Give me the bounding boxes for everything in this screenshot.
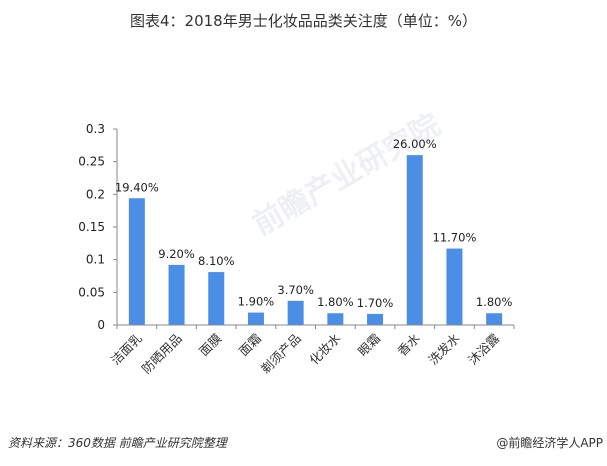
data-label: 1.70% bbox=[357, 296, 394, 310]
x-tick-label: 面膜 bbox=[196, 331, 224, 359]
bar bbox=[446, 248, 463, 325]
y-axis: 0 0.05 0.1 0.15 0.2 0.25 0.3 bbox=[78, 122, 118, 332]
bar bbox=[367, 313, 384, 325]
data-label: 9.20% bbox=[158, 247, 195, 261]
bar bbox=[168, 264, 185, 325]
data-label: 11.70% bbox=[433, 231, 477, 245]
x-tick-label: 沐浴露 bbox=[465, 330, 502, 367]
x-tick-label: 剃须产品 bbox=[258, 331, 304, 377]
y-tick-label: 0.1 bbox=[86, 253, 105, 267]
y-tick-label: 0.3 bbox=[86, 122, 105, 136]
data-label: 3.70% bbox=[277, 283, 314, 297]
x-tick-label: 香水 bbox=[395, 330, 424, 359]
y-tick-label: 0 bbox=[97, 318, 105, 332]
x-tick-label: 防晒用品 bbox=[139, 331, 185, 377]
bar bbox=[327, 313, 344, 325]
bar bbox=[486, 313, 503, 325]
bar bbox=[406, 155, 423, 325]
data-label: 1.80% bbox=[317, 295, 354, 309]
source-note: 资料来源：360数据 前瞻产业研究院整理 bbox=[8, 436, 227, 450]
bar bbox=[128, 198, 145, 325]
x-tick-label: 洗发水 bbox=[425, 330, 462, 367]
data-label: 19.40% bbox=[115, 180, 159, 194]
y-tick-label: 0.15 bbox=[78, 220, 105, 234]
y-tick-label: 0.25 bbox=[78, 155, 105, 169]
bar bbox=[287, 300, 304, 325]
brand-credit: @前瞻经济学人APP bbox=[496, 436, 603, 450]
data-label: 1.80% bbox=[476, 295, 513, 309]
data-label: 26.00% bbox=[393, 137, 437, 151]
chart-title: 图表4：2018年男士化妆品品类关注度（单位：%） bbox=[130, 12, 477, 30]
y-tick-label: 0.2 bbox=[86, 187, 105, 201]
bars: 19.40%9.20%8.10%1.90%3.70%1.80% 1.70%26.0… bbox=[115, 137, 513, 325]
x-tick-label: 洁面乳 bbox=[108, 331, 145, 368]
bar bbox=[247, 312, 264, 325]
y-tick-label: 0.05 bbox=[78, 285, 105, 299]
x-tick-label: 眼霜 bbox=[355, 331, 383, 359]
data-label: 1.90% bbox=[238, 295, 275, 309]
data-label: 8.10% bbox=[198, 254, 235, 268]
x-tick-label: 面霜 bbox=[236, 331, 264, 359]
bar bbox=[208, 272, 225, 325]
x-tick-label: 化妆水 bbox=[306, 330, 343, 367]
